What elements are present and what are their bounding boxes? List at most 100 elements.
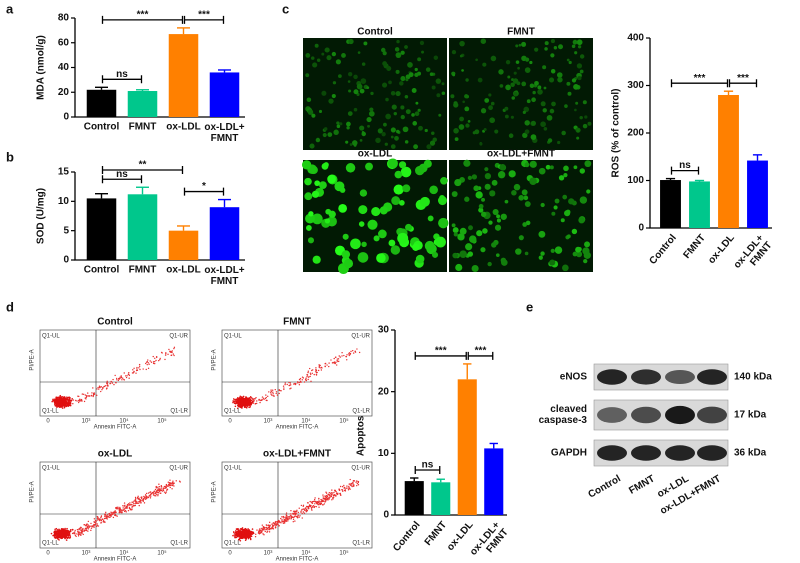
event (308, 508, 309, 509)
cell (557, 77, 562, 82)
event (340, 494, 341, 495)
event (255, 536, 256, 537)
event (265, 531, 266, 532)
cell (352, 140, 358, 146)
quadrant-label: Q1-LL (42, 409, 59, 415)
event (82, 529, 83, 530)
y-tick-label: 80 (58, 13, 70, 24)
cell (426, 144, 431, 149)
event (103, 521, 104, 522)
significance-label: *** (694, 73, 706, 84)
event (153, 491, 154, 492)
event (269, 522, 270, 523)
cell (524, 196, 529, 201)
cell (304, 192, 312, 200)
event (156, 487, 157, 488)
event (54, 404, 56, 406)
event (124, 505, 125, 506)
event (172, 480, 173, 481)
event (91, 395, 92, 396)
event (82, 393, 83, 394)
event (76, 400, 77, 401)
flow-tick-label: 0 (46, 419, 50, 425)
y-tick-label: 5 (63, 225, 69, 236)
band (665, 370, 695, 384)
cell (438, 218, 448, 228)
event (81, 399, 82, 400)
y-tick-label: 100 (627, 175, 644, 186)
event (104, 516, 105, 517)
significance-label: *** (435, 346, 447, 357)
cell (489, 117, 495, 123)
event (59, 531, 61, 533)
cell (531, 121, 536, 126)
event (345, 356, 346, 357)
event (314, 499, 315, 500)
event (240, 533, 242, 535)
event (306, 374, 307, 375)
event (275, 389, 276, 390)
cell (537, 89, 543, 95)
event (75, 533, 76, 534)
event (321, 367, 322, 368)
event (164, 491, 165, 492)
cell (391, 127, 396, 132)
cell (350, 143, 353, 146)
cell (489, 190, 495, 196)
event (250, 538, 252, 540)
event (311, 509, 312, 510)
event (264, 529, 265, 530)
event (237, 531, 239, 533)
cell (465, 243, 472, 250)
event (267, 396, 268, 397)
event (147, 359, 148, 360)
event (153, 356, 154, 357)
cell (481, 198, 485, 202)
event (55, 397, 57, 399)
cell (544, 87, 547, 90)
event (310, 381, 311, 382)
cell (511, 116, 514, 119)
event (329, 492, 330, 493)
event (56, 406, 58, 408)
y-tick-label: 400 (627, 33, 644, 44)
micrograph-label: Control (357, 27, 393, 38)
event (343, 485, 344, 486)
cell (505, 85, 511, 91)
cell (523, 111, 526, 114)
event (137, 496, 138, 497)
cell (324, 127, 327, 130)
event (92, 396, 93, 397)
cell (488, 93, 491, 96)
event (64, 530, 66, 532)
x-tick-label: Control (84, 122, 120, 133)
quadrant-label: Q1-LR (352, 541, 370, 547)
event (148, 368, 149, 369)
protein-size: 36 kDa (734, 448, 767, 459)
event (253, 401, 254, 402)
cell (569, 61, 572, 64)
flow-x-label: Annexin FITC-A (94, 425, 137, 431)
event (328, 366, 329, 367)
event (302, 517, 303, 518)
event (288, 382, 289, 383)
event (344, 487, 345, 488)
event (96, 388, 97, 389)
event (331, 494, 332, 495)
cell (504, 107, 508, 111)
event (353, 480, 354, 481)
cell (549, 77, 554, 82)
cell (550, 53, 554, 57)
cell (311, 56, 315, 60)
event (299, 379, 300, 380)
cell (563, 166, 569, 172)
event (290, 382, 291, 383)
cell (517, 81, 521, 85)
cell (307, 97, 312, 102)
band (665, 445, 695, 460)
event (273, 528, 274, 529)
event (301, 505, 302, 506)
event (107, 516, 108, 517)
event (86, 524, 87, 525)
x-tick-label: ox-LDL+FMNT (204, 122, 244, 144)
